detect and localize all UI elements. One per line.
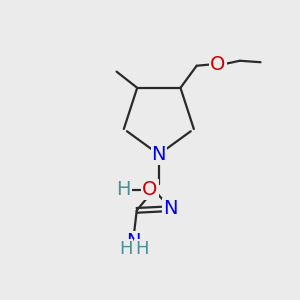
Text: O: O bbox=[142, 180, 158, 199]
Text: O: O bbox=[210, 55, 226, 74]
Text: N: N bbox=[152, 145, 166, 164]
Text: H: H bbox=[135, 240, 149, 258]
Text: H: H bbox=[116, 180, 131, 199]
Text: H: H bbox=[119, 240, 132, 258]
Text: N: N bbox=[127, 232, 141, 251]
Text: N: N bbox=[164, 200, 178, 218]
